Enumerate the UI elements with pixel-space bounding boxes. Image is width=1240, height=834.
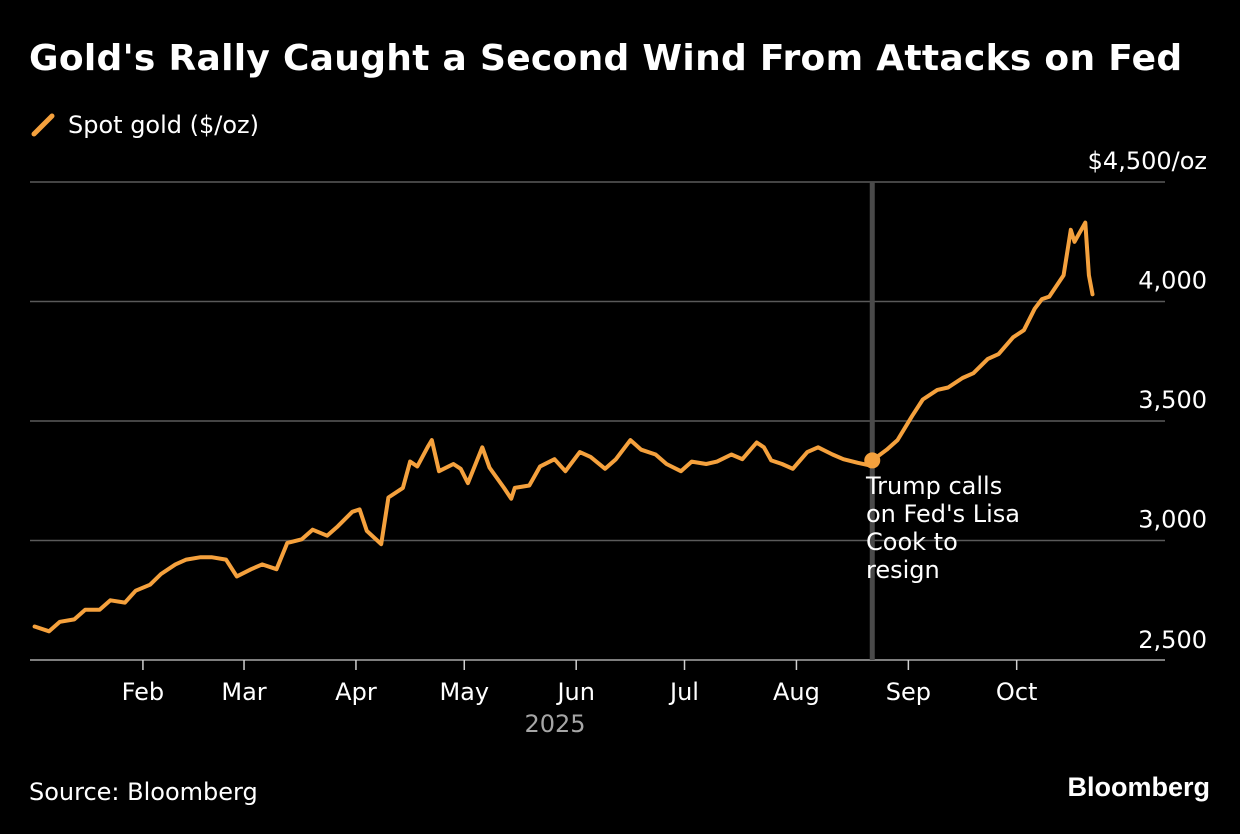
y-tick-label: $4,500/oz xyxy=(1088,147,1207,175)
annotation-text-line: Cook to xyxy=(866,528,958,556)
annotation-text-line: on Fed's Lisa xyxy=(866,500,1020,528)
x-tick-label: Apr xyxy=(335,678,377,706)
x-tick-label: Jul xyxy=(668,678,699,706)
y-tick-label: 4,000 xyxy=(1138,267,1207,295)
x-tick-label: Jun xyxy=(555,678,595,706)
y-tick-label: 3,000 xyxy=(1138,506,1207,534)
x-tick-label: May xyxy=(439,678,489,706)
series-line-spot-gold xyxy=(32,220,1095,634)
legend-label: Spot gold ($/oz) xyxy=(68,111,260,139)
x-tick-label: Feb xyxy=(122,678,165,706)
legend-line-icon xyxy=(31,113,55,137)
x-tick-label: Sep xyxy=(886,678,931,706)
x-tick-label: Oct xyxy=(996,678,1038,706)
y-tick-label: 3,500 xyxy=(1138,386,1207,414)
annotation-text-line: Trump calls xyxy=(865,472,1002,500)
legend: Spot gold ($/oz) xyxy=(30,108,259,142)
annotation-text-line: resign xyxy=(866,556,940,584)
chart-title: Gold's Rally Caught a Second Wind From A… xyxy=(29,38,1183,79)
event-point xyxy=(864,452,881,469)
x-tick-label: Mar xyxy=(221,678,266,706)
year-label: 2025 xyxy=(524,710,585,738)
y-tick-label: 2,500 xyxy=(1138,626,1207,654)
bloomberg-logo: Bloomberg xyxy=(1067,772,1210,802)
source-note: Source: Bloomberg xyxy=(29,778,258,806)
x-tick-label: Aug xyxy=(773,678,820,706)
